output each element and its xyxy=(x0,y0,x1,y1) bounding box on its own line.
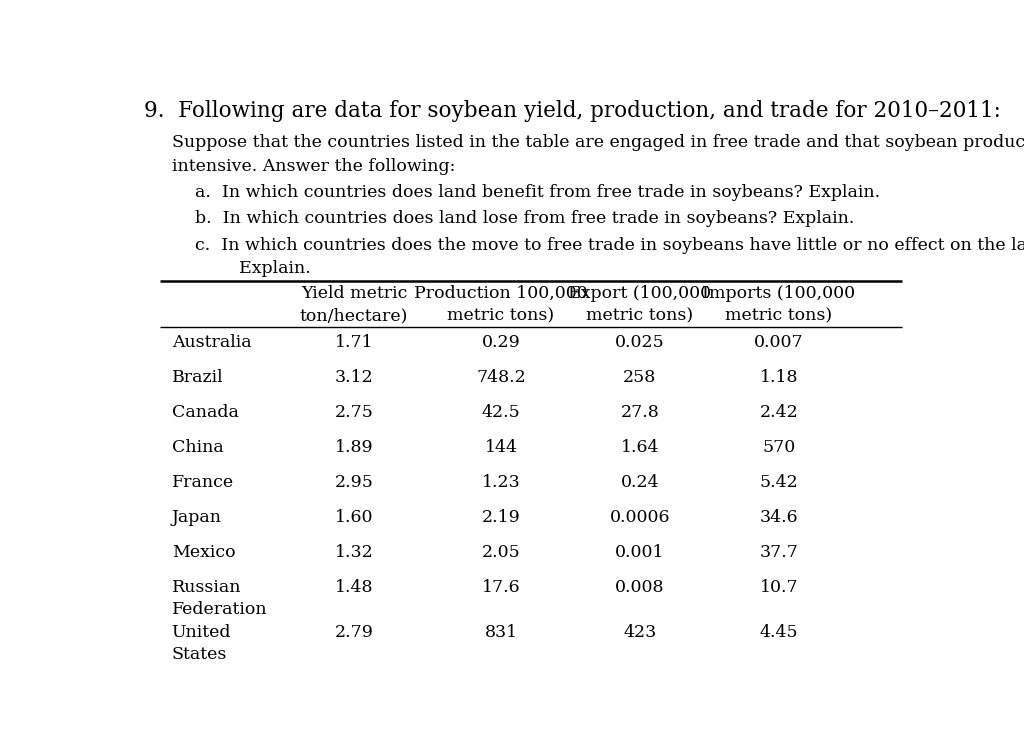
Text: Imports (100,000
metric tons): Imports (100,000 metric tons) xyxy=(702,285,855,324)
Text: 0.29: 0.29 xyxy=(481,334,520,351)
Text: 2.42: 2.42 xyxy=(760,404,798,421)
Text: 1.23: 1.23 xyxy=(481,474,520,491)
Text: b.  In which countries does land lose from free trade in soybeans? Explain.: b. In which countries does land lose fro… xyxy=(196,210,855,227)
Text: 27.8: 27.8 xyxy=(621,404,659,421)
Text: 1.71: 1.71 xyxy=(335,334,374,351)
Text: 1.32: 1.32 xyxy=(335,544,374,561)
Text: 0.0006: 0.0006 xyxy=(609,509,670,526)
Text: 0.008: 0.008 xyxy=(615,579,665,596)
Text: 0.24: 0.24 xyxy=(621,474,659,491)
Text: 1.64: 1.64 xyxy=(621,439,659,456)
Text: 0.025: 0.025 xyxy=(615,334,665,351)
Text: 2.05: 2.05 xyxy=(481,544,520,561)
Text: 1.18: 1.18 xyxy=(760,369,798,386)
Text: 42.5: 42.5 xyxy=(481,404,520,421)
Text: Canada: Canada xyxy=(172,404,239,421)
Text: 2.19: 2.19 xyxy=(481,509,520,526)
Text: Production 100,000
metric tons): Production 100,000 metric tons) xyxy=(414,285,588,324)
Text: 9.  Following are data for soybean yield, production, and trade for 2010–2011:: 9. Following are data for soybean yield,… xyxy=(143,100,1000,122)
Text: Mexico: Mexico xyxy=(172,544,236,561)
Text: 2.79: 2.79 xyxy=(335,624,374,640)
Text: Brazil: Brazil xyxy=(172,369,223,386)
Text: Australia: Australia xyxy=(172,334,251,351)
Text: 17.6: 17.6 xyxy=(481,579,520,596)
Text: 0.001: 0.001 xyxy=(615,544,665,561)
Text: Suppose that the countries listed in the table are engaged in free trade and tha: Suppose that the countries listed in the… xyxy=(172,134,1024,175)
Text: 258: 258 xyxy=(624,369,656,386)
Text: 37.7: 37.7 xyxy=(760,544,798,561)
Text: 4.45: 4.45 xyxy=(760,624,798,640)
Text: 0.007: 0.007 xyxy=(754,334,804,351)
Text: 570: 570 xyxy=(762,439,796,456)
Text: 144: 144 xyxy=(484,439,517,456)
Text: 2.95: 2.95 xyxy=(335,474,374,491)
Text: 3.12: 3.12 xyxy=(335,369,374,386)
Text: Japan: Japan xyxy=(172,509,221,526)
Text: 831: 831 xyxy=(484,624,517,640)
Text: United
States: United States xyxy=(172,624,231,663)
Text: c.  In which countries does the move to free trade in soybeans have little or no: c. In which countries does the move to f… xyxy=(196,236,1024,277)
Text: a.  In which countries does land benefit from free trade in soybeans? Explain.: a. In which countries does land benefit … xyxy=(196,184,881,201)
Text: 34.6: 34.6 xyxy=(760,509,798,526)
Text: 423: 423 xyxy=(624,624,656,640)
Text: 1.60: 1.60 xyxy=(335,509,374,526)
Text: 10.7: 10.7 xyxy=(760,579,798,596)
Text: Export (100,000
metric tons): Export (100,000 metric tons) xyxy=(568,285,712,324)
Text: 748.2: 748.2 xyxy=(476,369,526,386)
Text: 5.42: 5.42 xyxy=(760,474,798,491)
Text: Yield metric
ton/hectare): Yield metric ton/hectare) xyxy=(300,285,409,324)
Text: China: China xyxy=(172,439,223,456)
Text: Russian
Federation: Russian Federation xyxy=(172,579,267,618)
Text: 1.48: 1.48 xyxy=(335,579,374,596)
Text: 1.89: 1.89 xyxy=(335,439,374,456)
Text: 2.75: 2.75 xyxy=(335,404,374,421)
Text: France: France xyxy=(172,474,233,491)
